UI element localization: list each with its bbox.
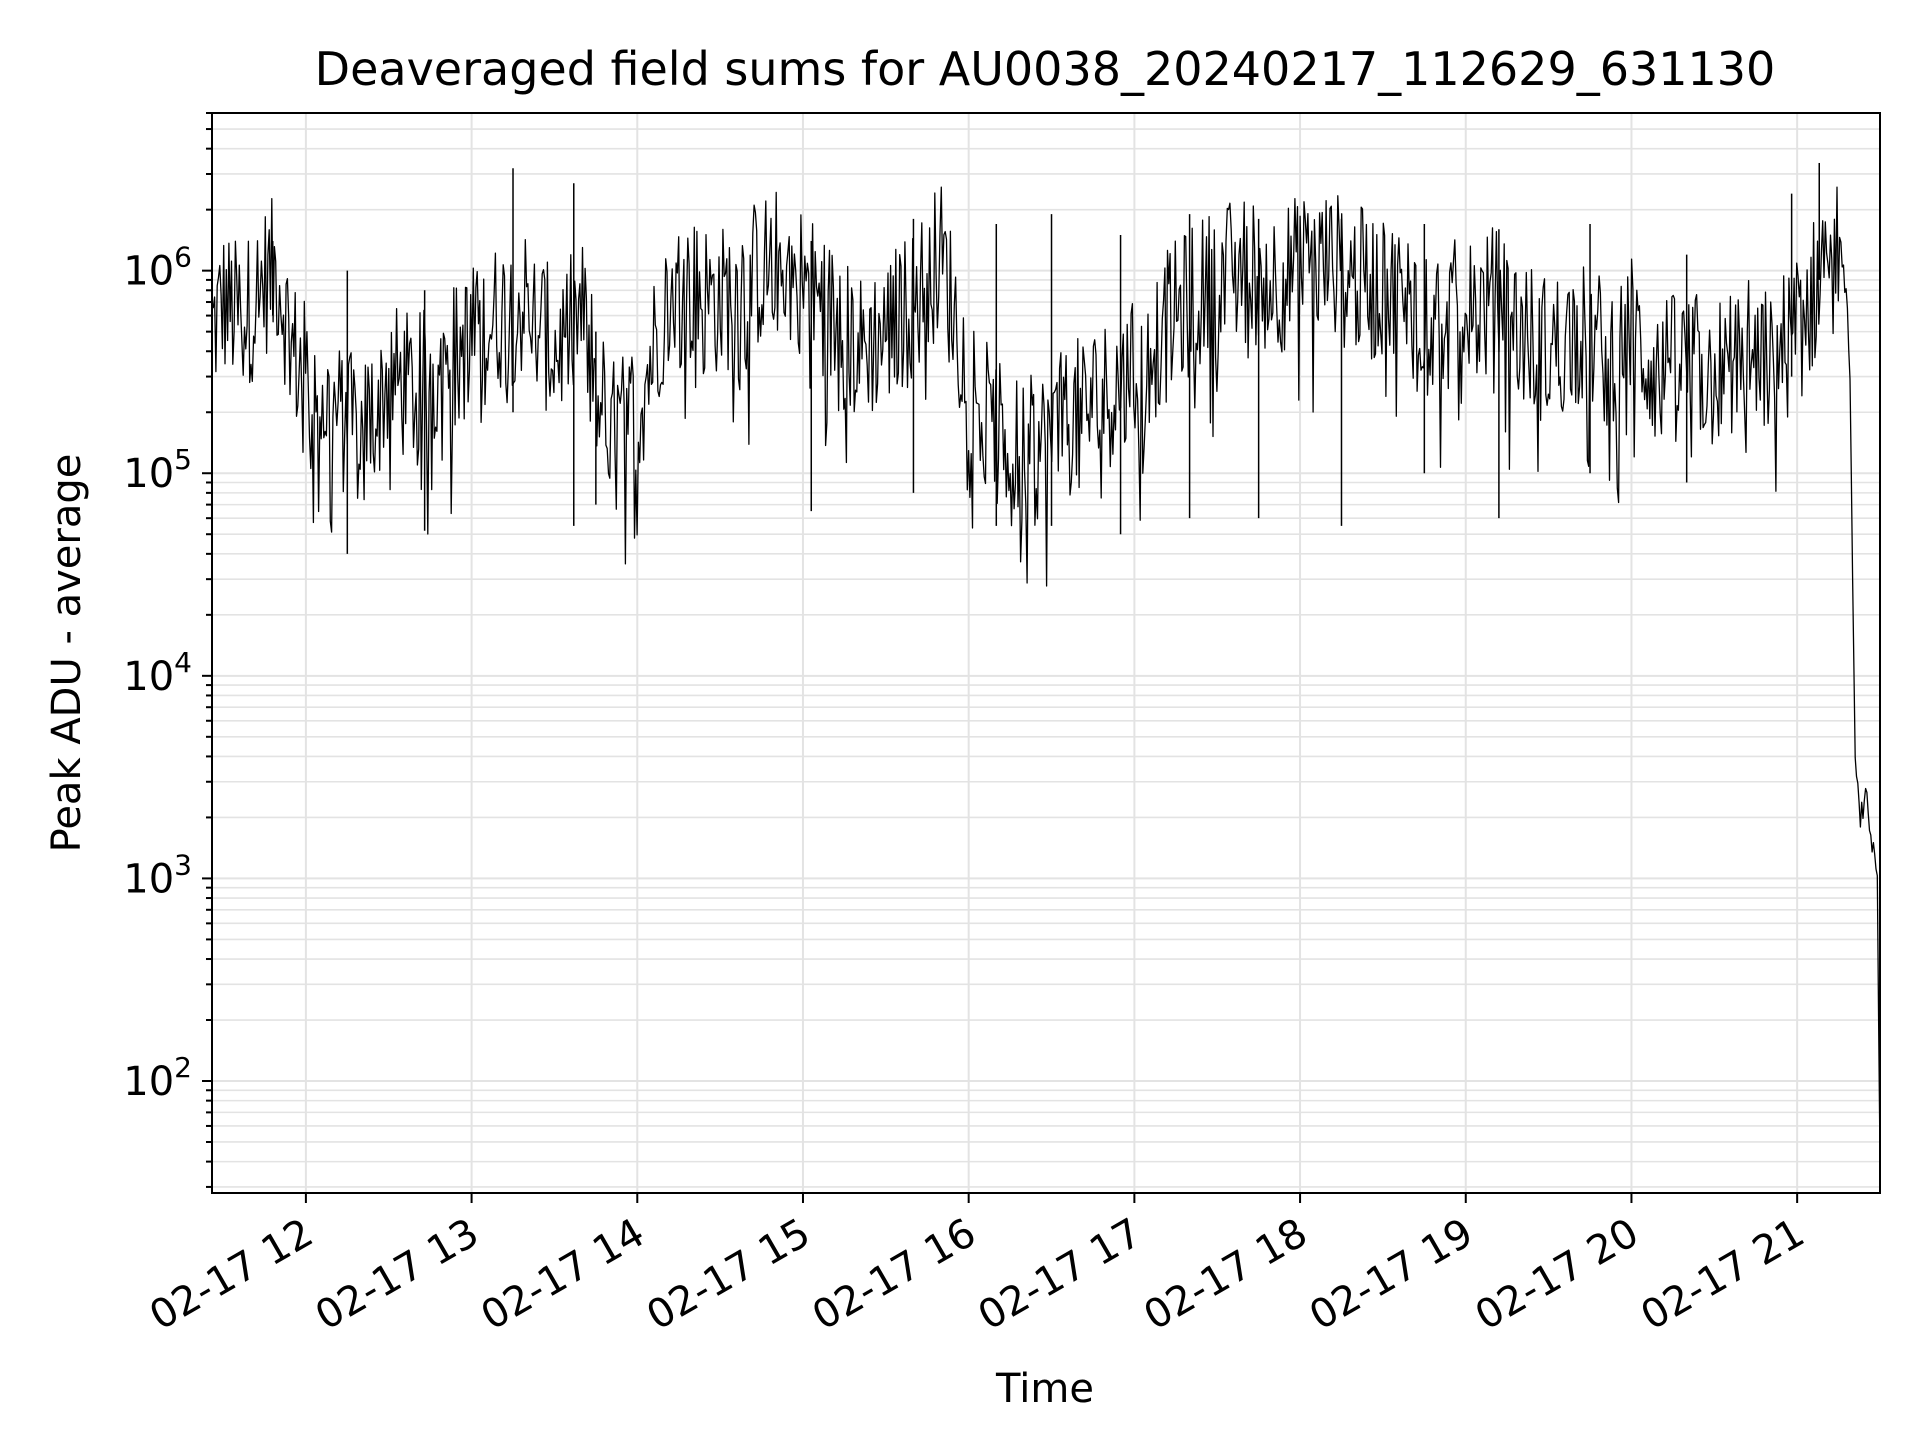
y-tick-base: 10 [123,1059,174,1105]
y-tick-exponent: 3 [174,848,192,881]
y-tick-exponent: 4 [174,646,192,679]
plot-frame [211,112,1881,1194]
x-axis-label: Time [995,1366,1094,1412]
series-group [212,162,1881,1150]
y-tick-label: 103 [123,848,192,902]
y-tick-label: 105 [123,443,192,497]
y-tick-label: 104 [123,646,192,700]
y-tick-base: 10 [123,249,174,295]
y-tick-exponent: 5 [174,443,192,476]
y-tick-label: 102 [123,1051,192,1105]
y-tick-base: 10 [123,451,174,497]
series-line [212,186,1881,1150]
y-tick-exponent: 6 [174,241,192,274]
chart-title: Deaveraged field sums for AU0038_2024021… [315,42,1776,96]
y-tick-base: 10 [123,856,174,902]
y-axis-label: Peak ADU - average [44,454,90,853]
y-tick-exponent: 2 [174,1051,192,1084]
y-tick-base: 10 [123,654,174,700]
y-tick-label: 106 [123,241,192,295]
